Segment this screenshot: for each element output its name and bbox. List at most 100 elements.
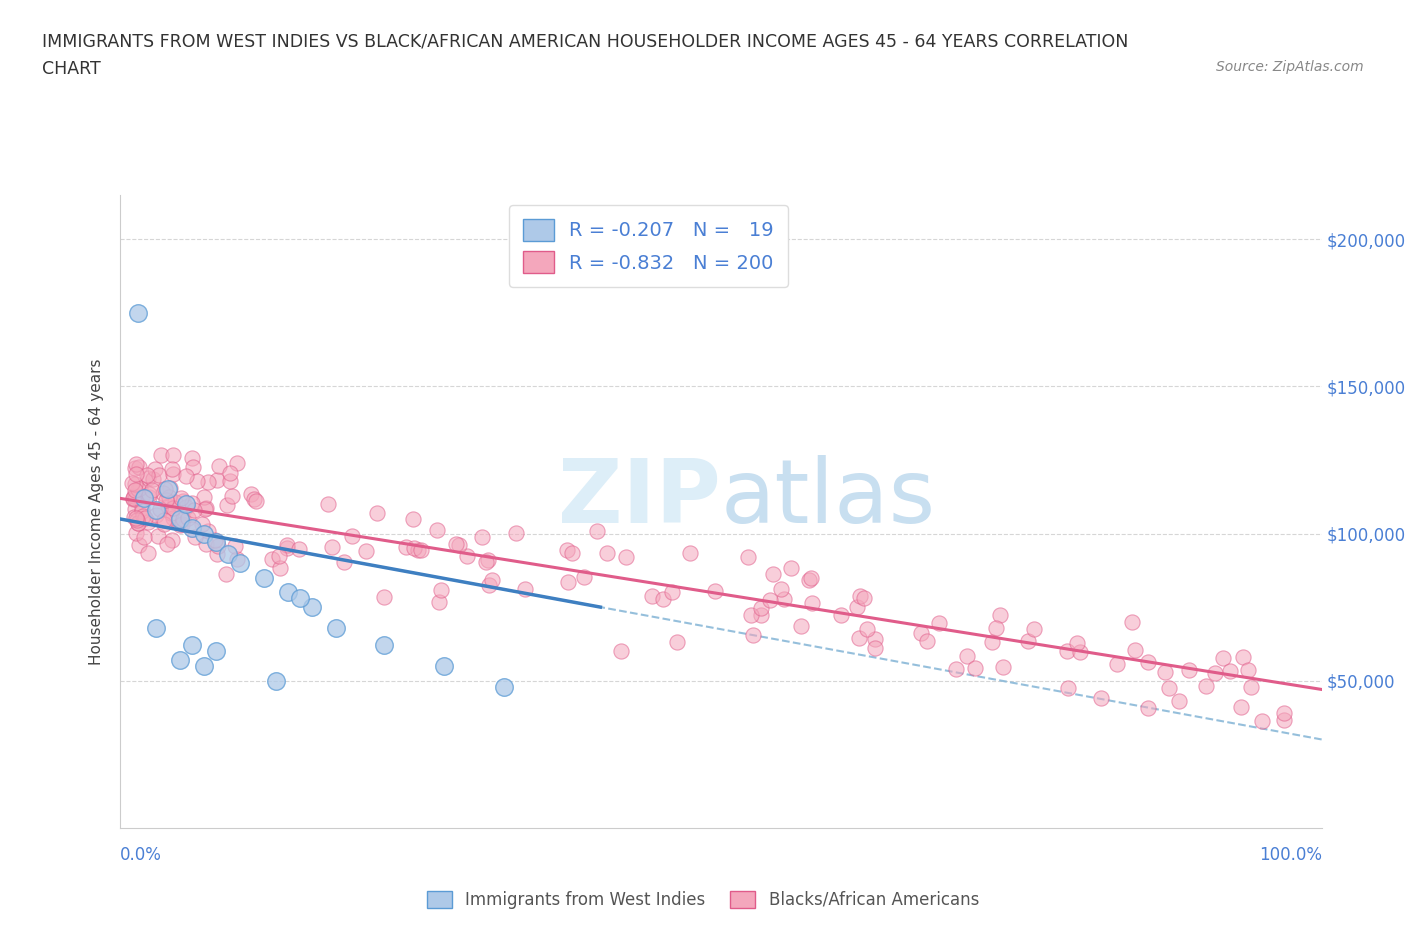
Point (1123, 642, 1146, 657)
Point (124, 483, 146, 498)
Point (134, 511, 156, 525)
Point (180, 638, 202, 653)
Point (156, 498, 179, 513)
Point (186, 474, 208, 489)
Point (156, 482, 179, 497)
Point (170, 491, 193, 506)
Point (219, 473, 242, 488)
Point (478, 578, 501, 592)
Text: ZIP: ZIP (558, 456, 720, 542)
Point (219, 466, 242, 481)
Point (208, 458, 231, 473)
Point (197, 524, 219, 538)
Point (136, 546, 159, 561)
Point (243, 492, 266, 507)
Point (515, 581, 537, 596)
Point (845, 600, 868, 615)
Point (149, 501, 172, 516)
Point (863, 640, 886, 655)
Point (124, 491, 146, 506)
Point (446, 537, 468, 551)
Point (162, 467, 184, 482)
Point (1240, 679, 1263, 694)
Point (124, 460, 146, 475)
Point (204, 535, 226, 550)
Point (1056, 644, 1078, 658)
Point (557, 575, 579, 590)
Point (142, 472, 165, 486)
Point (264, 673, 287, 688)
Point (928, 615, 950, 630)
Point (217, 498, 239, 512)
Point (1272, 712, 1295, 727)
Point (225, 455, 247, 470)
Point (124, 502, 146, 517)
Point (160, 462, 183, 477)
Point (373, 638, 395, 653)
Point (181, 460, 204, 475)
Point (409, 542, 432, 557)
Point (162, 511, 184, 525)
Point (779, 561, 801, 576)
Point (759, 592, 782, 607)
Point (135, 468, 157, 483)
Point (122, 510, 145, 525)
Point (197, 474, 219, 489)
Point (153, 516, 176, 531)
Point (751, 607, 773, 622)
Point (145, 620, 167, 635)
Point (373, 590, 395, 604)
Point (471, 530, 494, 545)
Point (125, 457, 148, 472)
Point (138, 489, 160, 504)
Point (228, 555, 250, 570)
Point (1017, 633, 1039, 648)
Point (205, 472, 228, 487)
Point (127, 482, 149, 497)
Point (205, 547, 228, 562)
Point (124, 511, 146, 525)
Point (596, 546, 619, 561)
Text: 100.0%: 100.0% (1258, 846, 1322, 864)
Point (665, 635, 688, 650)
Point (194, 501, 217, 516)
Point (1057, 681, 1080, 696)
Point (1066, 636, 1088, 651)
Point (195, 537, 218, 551)
Point (122, 491, 145, 506)
Point (863, 631, 886, 646)
Point (131, 501, 153, 516)
Point (124, 526, 146, 541)
Point (131, 488, 153, 503)
Point (184, 529, 207, 544)
Point (193, 489, 215, 504)
Point (742, 628, 765, 643)
Point (1107, 657, 1129, 671)
Point (141, 483, 163, 498)
Text: Source: ZipAtlas.com: Source: ZipAtlas.com (1216, 60, 1364, 74)
Point (152, 512, 174, 527)
Point (1212, 651, 1234, 666)
Point (1237, 663, 1260, 678)
Point (1090, 690, 1112, 705)
Point (1232, 650, 1254, 665)
Point (260, 551, 283, 566)
Point (395, 539, 418, 554)
Point (789, 618, 811, 633)
Point (749, 601, 772, 616)
Point (143, 461, 166, 476)
Point (204, 533, 226, 548)
Point (853, 591, 876, 605)
Point (127, 515, 149, 530)
Point (159, 481, 181, 496)
Point (737, 549, 759, 564)
Point (194, 500, 217, 515)
Point (614, 550, 637, 565)
Point (917, 634, 939, 649)
Point (160, 505, 183, 520)
Point (148, 467, 170, 482)
Point (172, 512, 194, 526)
Point (239, 486, 262, 501)
Text: atlas: atlas (720, 456, 936, 542)
Point (169, 517, 191, 532)
